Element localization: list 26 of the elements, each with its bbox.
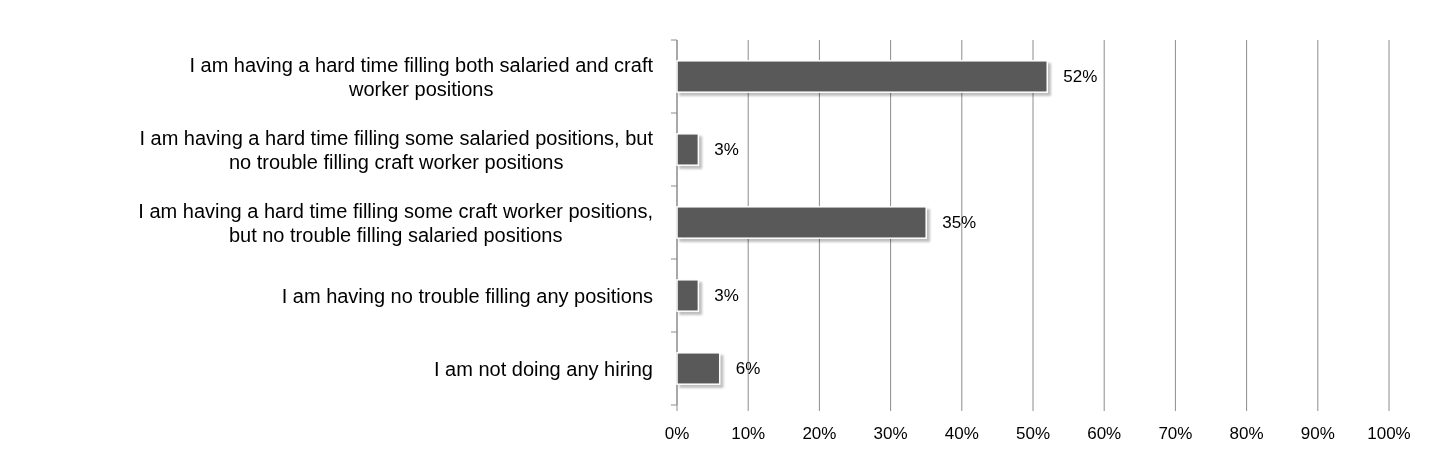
x-tick-label: 20%: [802, 424, 837, 443]
data-label: 52%: [1063, 67, 1098, 86]
x-tick-label: 30%: [873, 424, 908, 443]
x-tick-label: 10%: [731, 424, 766, 443]
x-tick-label: 90%: [1300, 424, 1335, 443]
y-tick-label: I am having a hard time filling some salaried positions, but no trouble filling craft worker positions: [139, 126, 654, 173]
y-tick-label: I am not doing any hiring: [433, 357, 653, 380]
x-tick-label: 40%: [944, 424, 979, 443]
bar: [676, 206, 927, 239]
data-label: 35%: [942, 213, 977, 232]
data-label: 6%: [735, 359, 761, 378]
x-tick-label: 0%: [664, 424, 690, 443]
data-label: 3%: [714, 140, 739, 159]
x-tick-label: 60%: [1087, 424, 1122, 443]
y-tick-label: I am having a hard time filling some craft worker positions, but no trouble filling salaried positions: [138, 199, 654, 246]
y-tick-label: I am having a hard time filling both salaried and craft worker positions: [189, 53, 654, 100]
data-label: 3%: [714, 286, 739, 305]
x-tick-label: 50%: [1015, 424, 1051, 443]
x-tick-label: 70%: [1158, 424, 1193, 443]
bar: [676, 60, 1048, 93]
x-tick-label: 80%: [1229, 424, 1264, 443]
bar: [676, 133, 700, 166]
x-tick-label: 100%: [1367, 424, 1411, 443]
bar: [676, 279, 700, 312]
bar: [676, 352, 721, 385]
y-tick-label: I am having no trouble filling any positions: [281, 284, 653, 307]
